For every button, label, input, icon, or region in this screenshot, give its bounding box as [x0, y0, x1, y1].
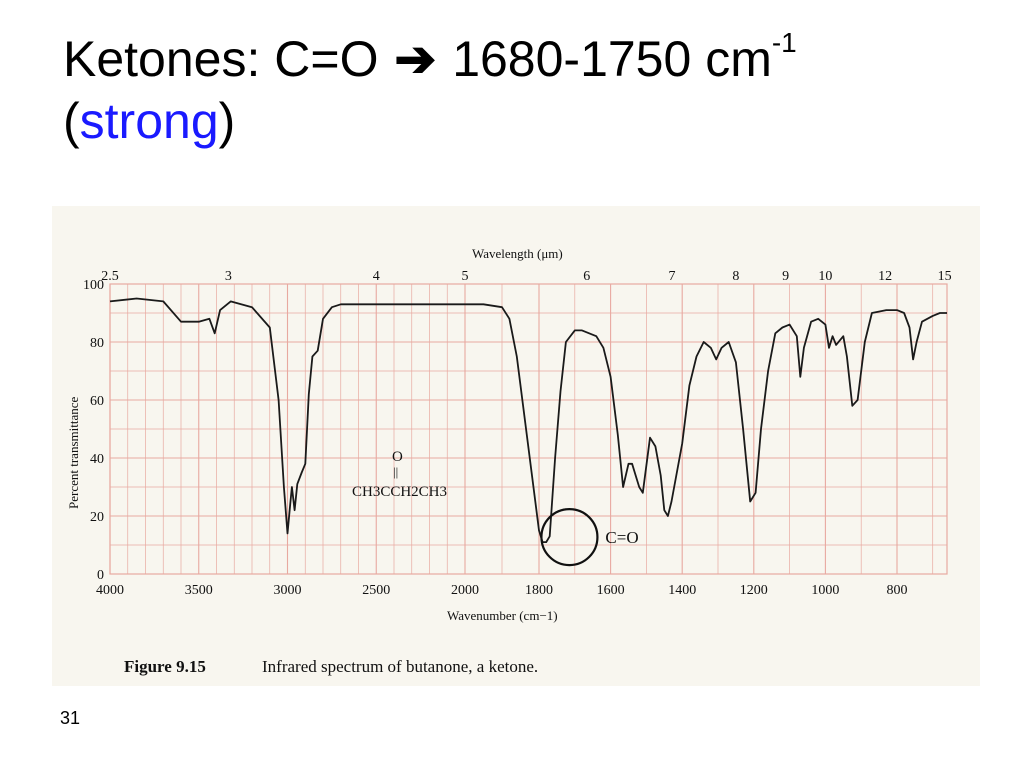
slide-number: 31	[60, 708, 81, 728]
right-arrow-icon: ➔	[394, 31, 437, 87]
slide-title: Ketones: C=O ➔ 1680-1750 cm-1 (strong)	[63, 28, 993, 152]
x-tick-label: 3500	[185, 583, 213, 598]
y-tick-label: 80	[90, 336, 104, 351]
y-axis-ticks: 100 80 60 40 20 0	[83, 278, 104, 583]
x-axis-ticks: 4000 3500 3000 2500 2000 1800 1600 1400 1200 1000…	[96, 583, 908, 598]
wavelength-tick-label: 8	[732, 269, 739, 284]
title-line-1: Ketones: C=O ➔ 1680-1750 cm-1	[63, 28, 993, 90]
x-tick-label: 4000	[96, 583, 124, 598]
molecule-formula: CH3CCH2CH3	[352, 484, 447, 500]
carbonyl-annotation: C=O	[605, 528, 638, 547]
plot-border	[109, 283, 948, 575]
wavelength-tick-label: 2.5	[101, 269, 119, 284]
ir-spectrum-chart: 100 80 60 40 20 0 4000 3500 3000 2500 2000 1800 160…	[66, 246, 952, 676]
carbonyl-highlight-circle	[540, 508, 599, 567]
title-range: 1680-1750 cm	[452, 31, 772, 87]
x-tick-label: 1800	[525, 583, 553, 598]
x-tick-label: 1600	[597, 583, 625, 598]
wavelength-tick-label: 4	[373, 269, 380, 284]
molecule-double-bond: ||	[393, 464, 398, 479]
x-tick-label: 3000	[274, 583, 302, 598]
molecule-oxygen: O	[392, 449, 403, 465]
x-tick-label: 1400	[668, 583, 696, 598]
title-emphasis: strong	[79, 93, 219, 149]
wavelength-ticks: 2.5 3 4 5 6 7 8 9 10 12 15	[101, 269, 951, 284]
figure-caption-text: Infrared spectrum of butanone, a ketone.	[262, 657, 538, 676]
figure-caption-label: Figure 9.15	[124, 657, 206, 676]
wavelength-tick-label: 15	[938, 269, 952, 284]
wavelength-tick-label: 12	[878, 269, 892, 284]
x-tick-label: 2000	[451, 583, 479, 598]
y-tick-label: 40	[90, 452, 104, 467]
wavelength-tick-label: 3	[225, 269, 232, 284]
y-tick-label: 20	[90, 510, 104, 525]
wavenumber-axis-label: Wavenumber (cm−1)	[447, 608, 558, 623]
x-tick-label: 800	[887, 583, 908, 598]
chart-grid	[109, 283, 948, 575]
wavelength-tick-label: 9	[782, 269, 789, 284]
ir-spectrum-figure: 100 80 60 40 20 0 4000 3500 3000 2500 2000 1800 160…	[52, 206, 980, 686]
x-tick-label: 1200	[740, 583, 768, 598]
wavelength-tick-label: 7	[668, 269, 675, 284]
title-paren-open: (	[63, 93, 80, 149]
spectrum-line	[109, 297, 947, 543]
y-tick-label: 60	[90, 394, 104, 409]
title-line-2: (strong)	[63, 90, 993, 152]
title-superscript: -1	[771, 27, 797, 58]
transmittance-axis-label: Percent transmittance	[66, 397, 81, 509]
title-prefix: Ketones: C=O	[63, 31, 379, 87]
y-tick-label: 0	[97, 568, 104, 583]
x-tick-label: 2500	[362, 583, 390, 598]
y-tick-label: 100	[83, 278, 104, 293]
title-paren-close: )	[218, 93, 236, 149]
wavelength-axis-label: Wavelength (μm)	[472, 246, 563, 261]
wavelength-tick-label: 6	[583, 269, 590, 284]
wavelength-tick-label: 10	[818, 269, 832, 284]
wavelength-tick-label: 5	[462, 269, 469, 284]
x-tick-label: 1000	[811, 583, 839, 598]
